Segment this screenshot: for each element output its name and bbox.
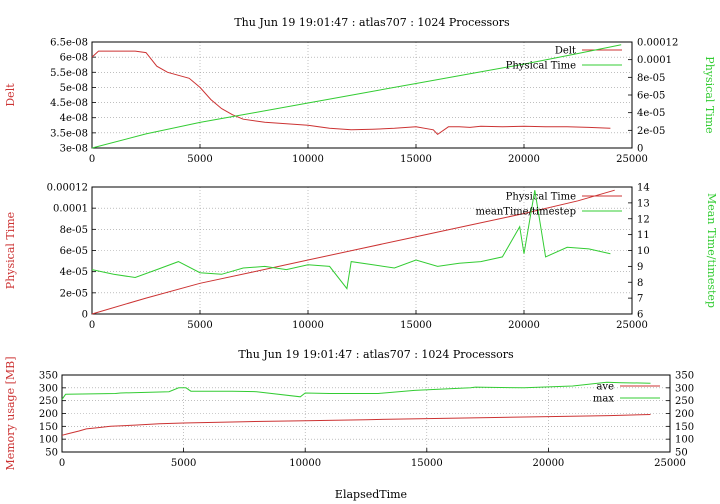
y-tick-label: 0.00012 <box>47 183 88 194</box>
y2-tick-label: 13 <box>637 198 650 209</box>
x-tick-label: 10000 <box>292 154 324 165</box>
plot-frame <box>91 41 633 149</box>
y-axis-label: Memory usage [MB] <box>4 356 17 470</box>
y2-tick-label: 7 <box>637 294 643 305</box>
y2-tick-label: 12 <box>637 214 650 225</box>
y2-tick-label: 14 <box>637 183 650 194</box>
x-tick-label: 15000 <box>411 458 443 469</box>
y-axis-label: Delt <box>4 83 17 107</box>
y-tick-label: 8e-05 <box>60 225 88 236</box>
x-tick-label: 20000 <box>508 320 540 331</box>
legend-label-1: Delt <box>555 46 576 57</box>
x-tick-label: 20000 <box>508 154 540 165</box>
plot-frame <box>61 374 671 453</box>
x-tick-label: 25000 <box>616 320 648 331</box>
y2-tick-label: 300 <box>675 383 694 394</box>
y-tick-label: 3.5e-08 <box>50 128 88 139</box>
y-tick-label: 5e-08 <box>60 83 88 94</box>
y2-tick-label: 0.0001 <box>637 55 672 66</box>
y2-tick-label: 100 <box>675 435 694 446</box>
y2-tick-label: 150 <box>675 422 694 433</box>
y-tick-label: 6e-05 <box>60 246 88 257</box>
x-tick-label: 5000 <box>171 458 196 469</box>
y-tick-label: 50 <box>45 448 58 459</box>
y-tick-label: 350 <box>39 371 58 382</box>
y-tick-label: 4e-08 <box>60 113 88 124</box>
x-tick-label: 20000 <box>532 458 564 469</box>
y2-tick-label: 6 <box>637 310 643 321</box>
legend-label-2: meanTime/timestep <box>475 207 576 218</box>
y-axis-label: Physical Time <box>4 212 17 289</box>
x-tick-label: 15000 <box>400 154 432 165</box>
y2-tick-label: 11 <box>637 230 650 241</box>
x-tick-label: 5000 <box>187 154 212 165</box>
y-tick-label: 0.0001 <box>53 204 88 215</box>
y-tick-label: 4e-05 <box>60 267 88 278</box>
chart-1: 0 5000 10000 15000 20000 25000 3e-08 3.5e-08 4e-… <box>4 16 716 165</box>
y-tick-label: 3e-08 <box>60 144 88 155</box>
y-tick-label: 0 <box>82 310 88 321</box>
y-tick-label: 5.5e-08 <box>50 68 88 79</box>
y2-tick-label: 0.00012 <box>637 38 678 49</box>
x-tick-label: 15000 <box>400 320 432 331</box>
y2-tick-label: 9 <box>637 262 643 273</box>
y-tick-label: 250 <box>39 396 58 407</box>
x-tick-label: 10000 <box>289 458 321 469</box>
plot-frame <box>91 186 633 315</box>
chart-3: 0 5000 10000 15000 20000 25000501001502002503… <box>4 348 694 501</box>
y2-tick-label: 4e-05 <box>637 108 665 119</box>
series-line-2 <box>91 190 611 290</box>
y-tick-label: 300 <box>39 383 58 394</box>
chart-title: Thu Jun 19 19:01:47 : atlas707 : 1024 Pr… <box>234 16 510 29</box>
legend-label-1: Physical Time <box>506 192 576 203</box>
x-tick-label: 0 <box>89 320 95 331</box>
chart-title: Thu Jun 19 19:01:47 : atlas707 : 1024 Pr… <box>238 348 514 361</box>
y2-tick-label: 6e-05 <box>637 91 665 102</box>
y2-tick-label: 2e-05 <box>637 126 665 137</box>
y2-tick-label: 8e-05 <box>637 73 665 84</box>
y2-tick-label: 10 <box>637 246 650 257</box>
y-tick-label: 6e-08 <box>60 53 88 64</box>
series-line-2 <box>91 44 622 149</box>
y2-tick-label: 250 <box>675 396 694 407</box>
y-tick-label: 200 <box>39 409 58 420</box>
y-tick-label: 100 <box>39 435 58 446</box>
x-tick-label: 10000 <box>292 320 324 331</box>
y2-tick-label: 0 <box>637 144 643 155</box>
x-tick-label: 0 <box>59 458 65 469</box>
y2-axis-label: Mean Time/timestep <box>705 193 718 308</box>
series-line-1 <box>61 414 651 436</box>
x-tick-label: 25000 <box>616 154 648 165</box>
series-line-2 <box>61 381 651 400</box>
series-line-1 <box>91 50 611 136</box>
y-tick-label: 150 <box>39 422 58 433</box>
x-axis-label: ElapsedTime <box>335 488 407 501</box>
legend-label-1: ave <box>596 382 614 393</box>
legend-label-2: Physical Time <box>506 61 576 72</box>
x-tick-label: 25000 <box>654 458 686 469</box>
y-tick-label: 6.5e-08 <box>50 38 88 49</box>
y2-tick-label: 8 <box>637 278 643 289</box>
legend-label-2: max <box>593 394 614 405</box>
x-tick-label: 0 <box>89 154 95 165</box>
y2-axis-label: Physical Time <box>703 56 716 133</box>
series-line-1 <box>91 189 615 315</box>
chart-2: 0 5000 10000 15000 20000 25000 0 2e-05 4e-05 6e-0… <box>4 183 718 332</box>
y2-tick-label: 50 <box>675 448 688 459</box>
y-tick-label: 4.5e-08 <box>50 98 88 109</box>
y2-tick-label: 200 <box>675 409 694 420</box>
y-tick-label: 2e-05 <box>60 288 88 299</box>
y2-tick-label: 350 <box>675 371 694 382</box>
x-tick-label: 5000 <box>187 320 212 331</box>
